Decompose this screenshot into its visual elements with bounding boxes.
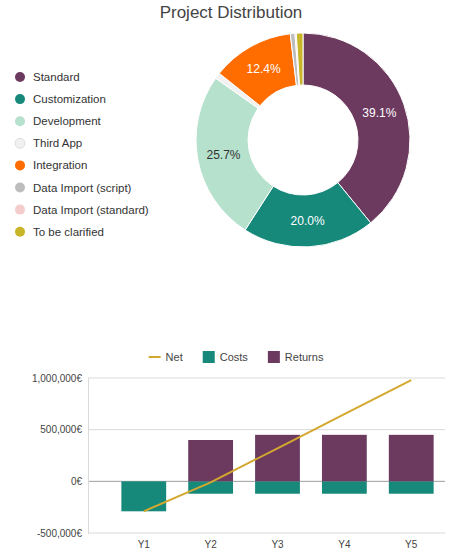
y-tick: 1,000,000€ bbox=[32, 373, 88, 384]
legend-swatch bbox=[268, 351, 280, 363]
legend: Net Costs Returns bbox=[149, 351, 324, 363]
tick-label: Y3 bbox=[271, 539, 284, 550]
tick-label: Y1 bbox=[138, 539, 151, 550]
bar bbox=[121, 481, 166, 482]
bar-series bbox=[121, 481, 433, 511]
legend-item: Data Import (standard) bbox=[15, 204, 149, 216]
legend-swatch bbox=[15, 183, 25, 193]
x-tick: Y3 bbox=[271, 533, 284, 550]
legend-label: Data Import (standard) bbox=[33, 204, 149, 216]
chart-canvas: Project Distribution 39.1% 20.0% 25.7% 12.4%… bbox=[0, 0, 471, 555]
legend-label: Third App bbox=[33, 137, 82, 149]
pie-chart: Project Distribution 39.1% 20.0% 25.7% 12.4%… bbox=[15, 3, 410, 247]
bar bbox=[255, 435, 300, 482]
bar bbox=[121, 481, 166, 511]
legend-item: To be clarified bbox=[15, 226, 104, 238]
legend-swatch bbox=[15, 205, 25, 215]
bar bbox=[322, 481, 367, 493]
data-label: 12.4% bbox=[247, 62, 281, 76]
tick-label: Y5 bbox=[405, 539, 418, 550]
grid-line bbox=[88, 533, 445, 534]
tick-label: Y2 bbox=[205, 539, 218, 550]
legend-item: Integration bbox=[15, 159, 87, 171]
x-tick: Y4 bbox=[338, 533, 351, 550]
grid-line bbox=[88, 378, 445, 379]
legend: Standard Customization Development Third Ap… bbox=[15, 71, 149, 238]
bar bbox=[255, 481, 300, 493]
pie-slices bbox=[196, 33, 410, 247]
legend-swatch bbox=[15, 160, 25, 170]
data-label: 39.1% bbox=[362, 106, 396, 120]
legend-item: Returns bbox=[268, 351, 324, 363]
legend-item: Third App bbox=[15, 137, 82, 149]
legend-item: Costs bbox=[203, 351, 249, 363]
legend-label: To be clarified bbox=[33, 226, 104, 238]
legend-swatch bbox=[149, 356, 161, 358]
legend-swatch bbox=[203, 351, 215, 363]
y-tick: 500,000€ bbox=[40, 424, 88, 435]
legend-swatch bbox=[15, 227, 25, 237]
y-tick: 0€ bbox=[71, 476, 88, 487]
pie-labels: 39.1% 20.0% 25.7% 12.4% bbox=[206, 62, 396, 228]
tick-label: -500,000€ bbox=[37, 528, 82, 539]
legend-label: Returns bbox=[285, 351, 324, 363]
y-axis: -500,000€ 0€ 500,000€ 1,000,000€ bbox=[32, 373, 89, 539]
x-tick: Y2 bbox=[205, 533, 218, 550]
legend-swatch bbox=[15, 138, 25, 148]
axis-line bbox=[111, 533, 446, 534]
data-label: 20.0% bbox=[291, 214, 325, 228]
legend-label: Net bbox=[166, 351, 183, 363]
y-tick: -500,000€ bbox=[37, 528, 88, 539]
tick-label: 1,000,000€ bbox=[32, 373, 82, 384]
legend-item: Standard bbox=[15, 71, 80, 83]
legend-label: Customization bbox=[33, 93, 106, 105]
bar bbox=[389, 481, 434, 493]
line bbox=[144, 380, 411, 511]
legend-swatch bbox=[15, 72, 25, 82]
legend-item: Data Import (script) bbox=[15, 182, 132, 194]
grid bbox=[88, 378, 445, 533]
pie-slice bbox=[296, 33, 303, 85]
bar-chart: -500,000€ 0€ 500,000€ 1,000,000€ Y1 Y2 Y3 Y4 Y5 N… bbox=[32, 351, 446, 550]
data-label: 25.7% bbox=[206, 148, 240, 162]
legend-item: Customization bbox=[15, 93, 106, 105]
pie-slice bbox=[219, 34, 296, 106]
bar bbox=[322, 435, 367, 482]
legend-label: Standard bbox=[33, 71, 80, 83]
tick-label: Y4 bbox=[338, 539, 351, 550]
plot-area bbox=[121, 380, 433, 511]
tick-label: 0€ bbox=[71, 476, 83, 487]
legend-label: Data Import (script) bbox=[33, 182, 132, 194]
legend-swatch bbox=[15, 94, 25, 104]
axis-line bbox=[88, 379, 89, 534]
legend-label: Development bbox=[33, 115, 102, 127]
legend-swatch bbox=[15, 116, 25, 126]
legend-label: Integration bbox=[33, 159, 87, 171]
x-tick: Y1 bbox=[138, 533, 151, 550]
x-tick: Y5 bbox=[405, 533, 418, 550]
legend-label: Costs bbox=[220, 351, 249, 363]
x-axis: Y1 Y2 Y3 Y4 Y5 bbox=[111, 533, 446, 550]
chart-title: Project Distribution bbox=[160, 3, 303, 22]
legend-item: Net bbox=[149, 351, 183, 363]
legend-item: Development bbox=[15, 115, 102, 127]
grid-line bbox=[88, 429, 445, 430]
bar bbox=[389, 435, 434, 482]
tick-label: 500,000€ bbox=[40, 424, 82, 435]
